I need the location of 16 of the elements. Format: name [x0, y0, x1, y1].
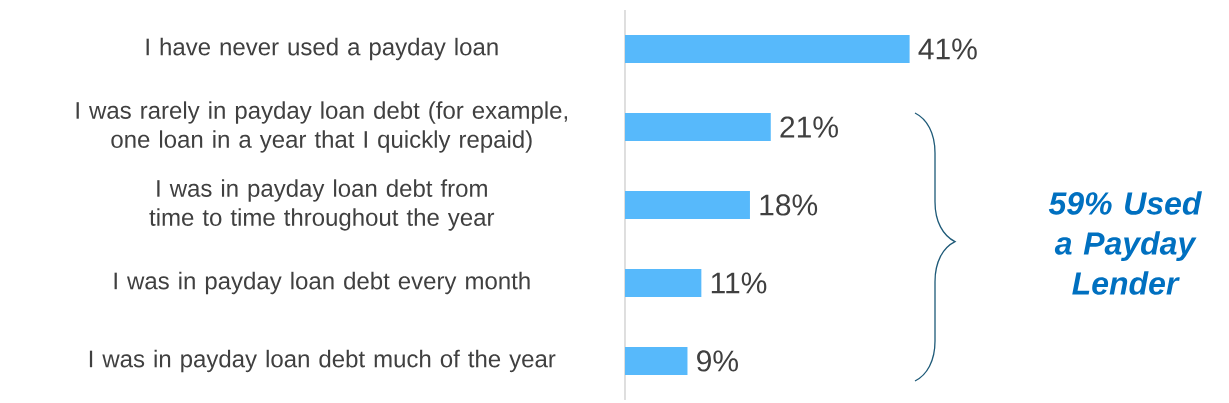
- bar: [625, 346, 688, 375]
- bar: [625, 35, 910, 63]
- text: 59% Used a Payday Lender: [1048, 191, 1202, 295]
- y-tick-label: I was in payday loan debt much of the year: [89, 349, 556, 373]
- bar: [625, 112, 771, 141]
- y-tick-label: I was in payday loan debt every month: [114, 271, 530, 295]
- data-label: 18%: [760, 194, 818, 216]
- data-label: 9%: [697, 350, 738, 372]
- data-label: 21%: [780, 116, 838, 138]
- data-label: 11%: [711, 272, 767, 294]
- y-tick-label: I have never used a payday loan: [146, 37, 498, 61]
- data-label: 41%: [918, 38, 977, 60]
- y-tick-label: I was rarely in payday loan debt (for example, one loan in a year that I quickly repaid): [76, 101, 567, 153]
- bar: [625, 268, 702, 297]
- bar: [625, 190, 750, 219]
- y-tick-label: I was in payday loan debt from time to time throughout the year: [149, 179, 495, 231]
